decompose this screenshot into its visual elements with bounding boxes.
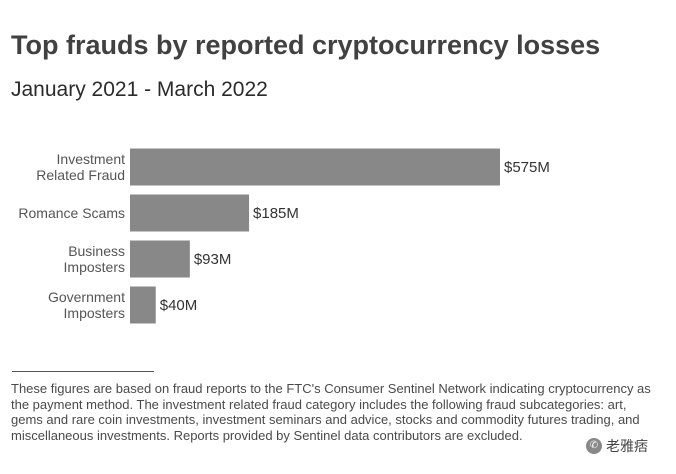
value-label-1: $185M bbox=[253, 205, 299, 222]
wechat-icon: ✆ bbox=[586, 438, 602, 454]
chart-title: Top frauds by reported cryptocurrency lo… bbox=[11, 30, 601, 60]
value-label-3: $40M bbox=[160, 297, 198, 314]
bar-chart: Investment Related Fraud $575M Romance Scam… bbox=[18, 148, 550, 324]
bar-2 bbox=[130, 240, 190, 278]
watermark: ✆ 老雅痞 bbox=[583, 436, 651, 456]
value-label-2: $93M bbox=[194, 251, 232, 268]
watermark-text: 老雅痞 bbox=[606, 438, 648, 454]
chart-subtitle: January 2021 - March 2022 bbox=[11, 78, 268, 101]
bar-0 bbox=[130, 148, 500, 186]
bar-3 bbox=[130, 286, 156, 324]
category-label-2: Business Imposters bbox=[64, 243, 125, 275]
category-label-0: Investment Related Fraud bbox=[36, 151, 125, 183]
category-label-1: Romance Scams bbox=[18, 205, 125, 221]
category-label-3: Government Imposters bbox=[48, 289, 125, 321]
bar-1 bbox=[130, 194, 250, 232]
footnote: These figures are based on fraud reports… bbox=[11, 381, 651, 443]
footnote-divider bbox=[12, 371, 154, 372]
value-label-0: $575M bbox=[504, 159, 550, 176]
